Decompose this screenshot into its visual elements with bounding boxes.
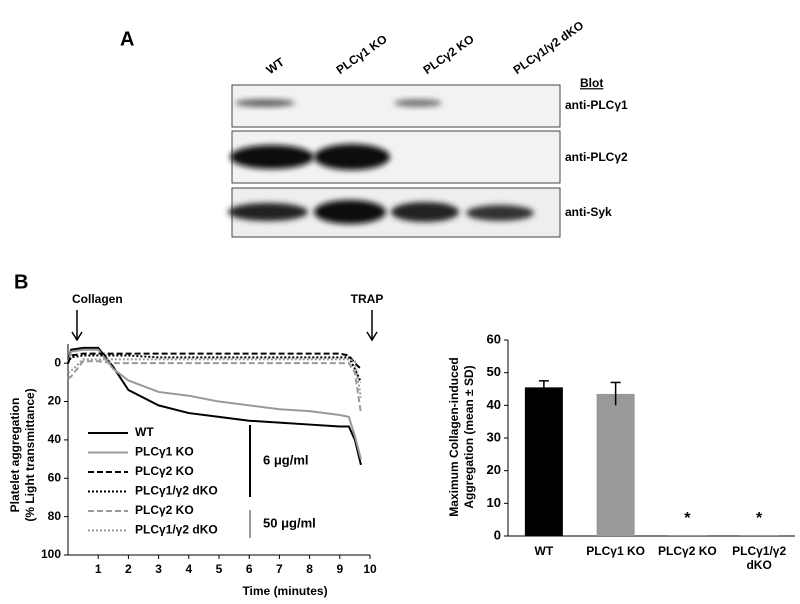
series-line — [67, 352, 362, 370]
x-tick-label: 8 — [306, 562, 313, 576]
x-tick-label: WT — [534, 544, 554, 558]
x-tick-label: 4 — [185, 562, 192, 576]
y-tick-label: 20 — [487, 462, 501, 477]
lane-label: PLCγ1 KO — [334, 32, 390, 77]
y-axis-label: (% Light transmittance) — [23, 388, 37, 521]
x-tick-label: PLCγ2 KO — [658, 544, 717, 558]
x-tick-label: 1 — [95, 562, 102, 576]
x-tick-label-box: PLCγ2 KO — [658, 544, 717, 558]
y-tick-label: 60 — [487, 331, 501, 346]
y-tick-label: 60 — [48, 470, 62, 484]
legend-label: PLCγ2 KO — [135, 503, 194, 517]
dose-label: 50 μg/ml — [263, 515, 316, 530]
bar — [668, 535, 707, 536]
bar — [740, 535, 779, 536]
x-tick-label-box: PLCγ1 KO — [586, 544, 645, 558]
x-tick-label: 3 — [155, 562, 162, 576]
y-tick-label: 10 — [487, 495, 501, 510]
x-tick-label: PLCγ1/γ2 dKO — [732, 544, 787, 572]
y-tick-label: 30 — [487, 429, 501, 444]
y-tick-label: 80 — [48, 509, 62, 523]
series-line — [67, 348, 362, 460]
lane-label: PLCγ2 KO — [421, 32, 477, 77]
legend-label: PLCγ1 KO — [135, 445, 194, 459]
x-tick-label: 7 — [276, 562, 283, 576]
x-tick-label: PLCγ1 KO — [586, 544, 645, 558]
significance: * — [684, 510, 691, 527]
lane-label: PLCγ1/γ2 dKO — [511, 18, 587, 77]
blot-row-label: anti-PLCγ1 — [565, 98, 628, 112]
x-tick-label-box: WT — [534, 544, 554, 558]
legend-label: PLCγ2 KO — [135, 464, 194, 478]
annotation: TRAP — [351, 292, 384, 306]
series-line — [67, 346, 362, 466]
blot-row-label: anti-PLCγ2 — [565, 150, 628, 164]
x-tick-label: 10 — [363, 562, 377, 576]
x-tick-label: 9 — [336, 562, 343, 576]
arrow-head — [366, 331, 378, 342]
y-tick-label: 40 — [48, 432, 62, 446]
x-tick-label-box: PLCγ1/γ2 dKO — [732, 544, 787, 572]
x-axis-label: Time (minutes) — [242, 584, 327, 598]
legend-label: PLCγ1/γ2 dKO — [135, 523, 218, 537]
arrow-head — [71, 331, 83, 342]
legend-label: WT — [135, 425, 154, 439]
dose-label: 6 μg/ml — [263, 452, 309, 467]
y-tick-label: 20 — [48, 394, 62, 408]
blot-header: Blot — [580, 76, 603, 90]
series-line — [67, 358, 362, 398]
blot-images — [228, 84, 561, 238]
lane-label: WT — [264, 55, 288, 78]
series-line — [67, 360, 362, 414]
y-tick-label: 100 — [41, 547, 61, 561]
y-tick-label: 40 — [487, 397, 501, 412]
y-tick-label: 0 — [54, 355, 61, 369]
bar — [524, 387, 563, 536]
panel-label: A — [120, 28, 134, 50]
y-tick-label: 50 — [487, 364, 501, 379]
legend-label: PLCγ1/γ2 dKO — [135, 484, 218, 498]
bar — [596, 393, 635, 536]
annotation: Collagen — [72, 292, 123, 306]
significance: * — [756, 510, 763, 527]
x-tick-label: 2 — [125, 562, 132, 576]
blot-row-label: anti-Syk — [565, 205, 612, 219]
y-axis-label: Aggregation (mean ± SD) — [462, 365, 476, 508]
x-tick-label: 6 — [246, 562, 253, 576]
y-axis-label: Maximum Collagen-induced — [447, 357, 461, 516]
series-line — [67, 354, 362, 383]
y-tick-label: 0 — [494, 527, 501, 542]
y-axis-label: Platelet aggregation — [8, 398, 22, 513]
panel-label: B — [14, 271, 28, 293]
x-tick-label: 5 — [216, 562, 223, 576]
